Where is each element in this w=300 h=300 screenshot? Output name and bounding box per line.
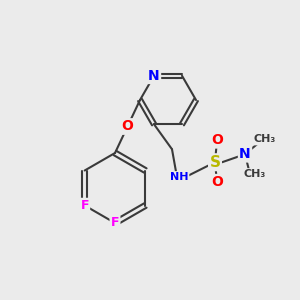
Text: S: S [209, 155, 220, 170]
Text: N: N [239, 147, 251, 161]
Text: F: F [80, 199, 89, 212]
Text: O: O [211, 175, 223, 189]
Text: CH₃: CH₃ [254, 134, 276, 144]
Text: N: N [148, 69, 160, 83]
Text: F: F [111, 217, 119, 230]
Text: O: O [122, 119, 134, 134]
Text: NH: NH [170, 172, 188, 182]
Text: CH₃: CH₃ [244, 169, 266, 179]
Text: O: O [211, 133, 223, 147]
